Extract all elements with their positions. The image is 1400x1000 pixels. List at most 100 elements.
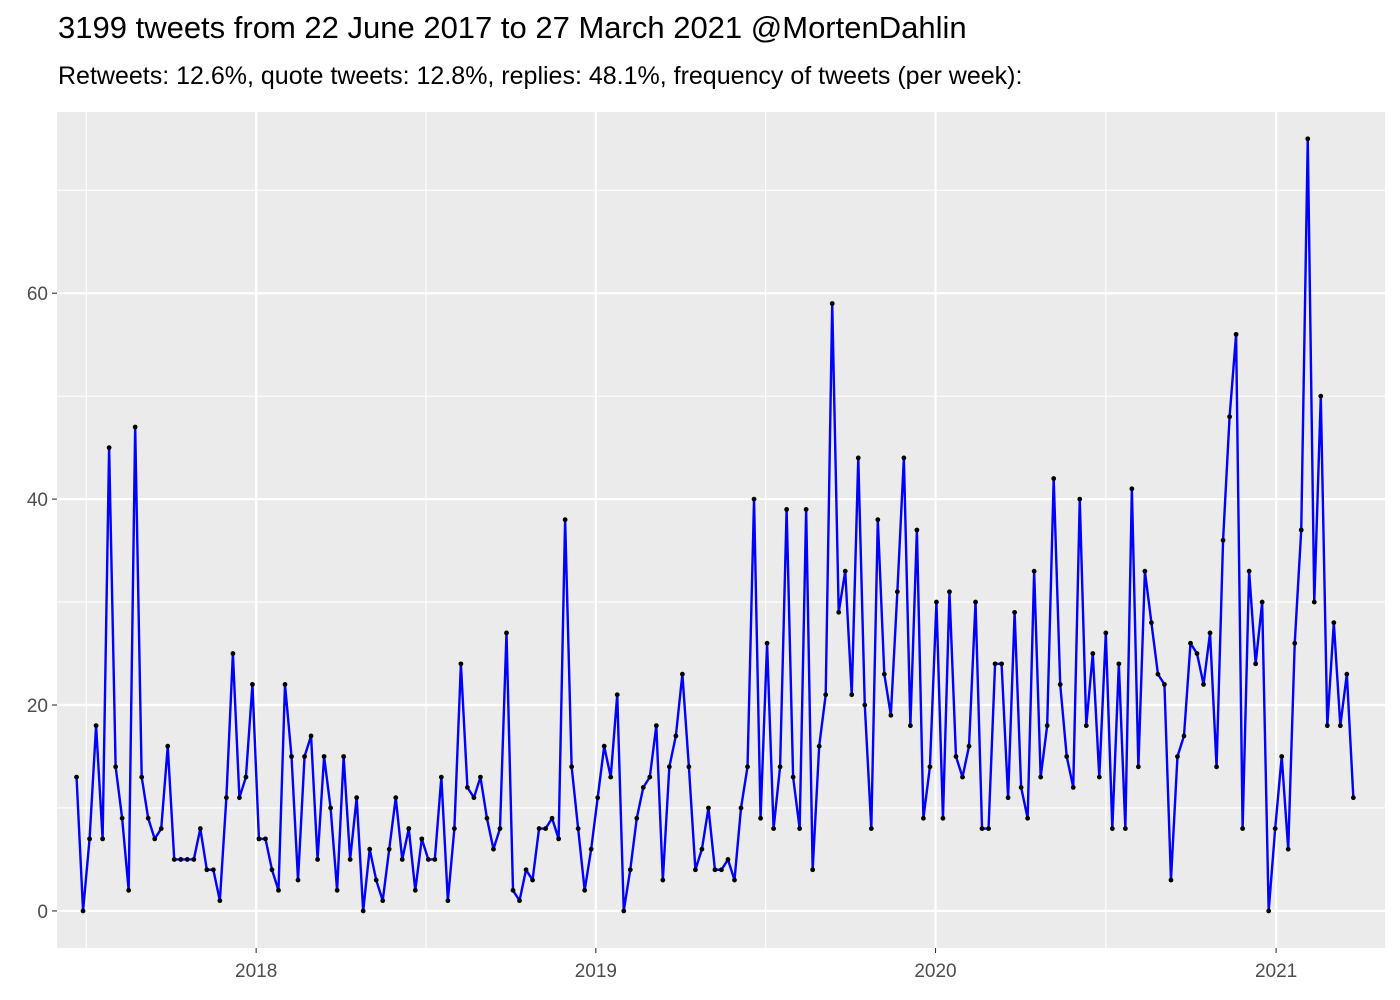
data-point <box>1311 599 1317 605</box>
data-point <box>425 857 431 862</box>
data-point <box>1253 661 1259 667</box>
data-point <box>1057 682 1063 687</box>
data-point <box>706 805 711 811</box>
data-point <box>1070 784 1076 790</box>
data-point <box>647 774 653 780</box>
data-point <box>1207 630 1213 636</box>
data-point <box>341 754 347 759</box>
data-point <box>862 702 868 708</box>
data-point <box>1324 723 1330 729</box>
data-point <box>679 671 685 677</box>
data-point <box>328 805 334 811</box>
data-point <box>380 898 386 904</box>
data-point <box>569 764 575 770</box>
data-point <box>842 568 848 574</box>
data-point <box>1344 671 1350 677</box>
data-point <box>1142 568 1148 574</box>
data-point <box>289 754 294 759</box>
y-tick-label: 20 <box>27 696 48 717</box>
data-point <box>582 887 588 893</box>
data-point <box>758 815 763 821</box>
data-point <box>738 805 744 811</box>
data-point <box>836 609 842 615</box>
data-point <box>210 867 216 873</box>
data-point <box>432 857 438 862</box>
data-point <box>191 857 197 862</box>
data-point <box>764 640 770 646</box>
data-point <box>145 815 151 821</box>
data-point <box>178 857 184 862</box>
data-point <box>445 898 451 904</box>
data-point <box>132 424 138 430</box>
data-point <box>595 795 601 801</box>
data-point <box>237 795 242 801</box>
data-point <box>1155 671 1161 677</box>
data-point <box>1233 331 1239 337</box>
data-point <box>80 908 86 914</box>
chart-title: 3199 tweets from 22 June 2017 to 27 Marc… <box>58 10 967 45</box>
data-point <box>888 712 894 718</box>
data-point <box>1285 846 1291 852</box>
data-point <box>1051 476 1057 481</box>
data-point <box>627 867 633 873</box>
data-point <box>803 507 809 512</box>
data-point <box>1220 537 1226 543</box>
data-point <box>732 877 737 883</box>
data-point <box>93 723 99 729</box>
data-point <box>1168 877 1174 883</box>
data-point <box>223 795 229 801</box>
data-point <box>575 826 581 831</box>
data-point <box>1149 620 1154 626</box>
data-point <box>973 599 978 605</box>
data-point <box>614 692 620 698</box>
data-point <box>894 589 900 595</box>
data-point <box>992 661 998 667</box>
data-point <box>855 455 861 461</box>
data-point <box>451 826 457 831</box>
data-point <box>1175 754 1180 759</box>
data-point <box>986 826 991 831</box>
data-point <box>510 887 516 893</box>
data-point <box>719 867 724 873</box>
data-point <box>1116 661 1122 667</box>
series-layer <box>74 136 1356 914</box>
data-point <box>367 846 373 852</box>
data-point <box>478 774 483 780</box>
data-point <box>217 898 223 904</box>
data-point <box>1188 640 1193 646</box>
data-point <box>276 887 281 893</box>
data-point <box>360 908 366 914</box>
data-point <box>302 754 307 759</box>
data-point <box>927 764 933 770</box>
data-point <box>829 301 835 306</box>
data-point <box>921 815 926 821</box>
data-point <box>966 743 972 749</box>
data-point <box>608 774 614 780</box>
data-point <box>947 589 952 595</box>
data-point <box>113 764 119 770</box>
data-point <box>1162 682 1167 687</box>
x-tick-label: 2018 <box>235 961 277 982</box>
data-point <box>1012 609 1018 615</box>
data-point <box>321 754 327 759</box>
data-point <box>1350 795 1356 801</box>
data-point <box>1038 774 1044 780</box>
data-point <box>269 867 275 873</box>
data-point <box>315 857 320 862</box>
data-point <box>601 743 607 749</box>
data-point <box>1103 630 1109 636</box>
minor-gridlines <box>57 112 1385 948</box>
data-point <box>230 651 236 656</box>
data-point <box>165 743 171 749</box>
data-point <box>1005 795 1011 801</box>
data-point <box>438 774 444 780</box>
data-point <box>1096 774 1102 780</box>
data-point <box>263 836 268 842</box>
data-point <box>100 836 106 842</box>
data-point <box>419 836 425 842</box>
data-point <box>784 507 790 512</box>
data-point <box>465 784 470 790</box>
data-point <box>1135 764 1141 770</box>
data-point <box>875 517 881 523</box>
